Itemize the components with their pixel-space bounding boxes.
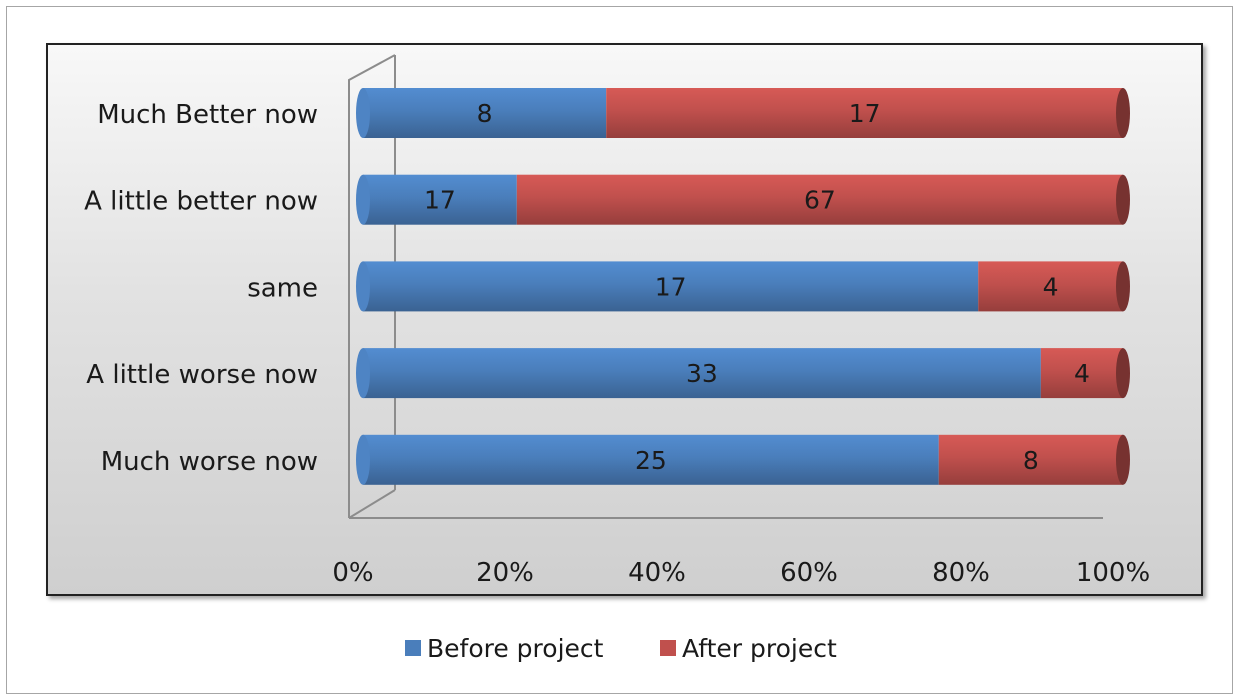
data-label: 17 <box>655 272 687 301</box>
data-label: 17 <box>424 186 456 215</box>
x-tick-label: 0% <box>332 558 373 588</box>
legend-swatch <box>660 640 676 656</box>
bar-before-project-1 <box>363 348 1041 399</box>
data-label: 4 <box>1074 359 1090 388</box>
data-label: 17 <box>849 99 881 128</box>
legend-label: After project <box>682 634 837 663</box>
data-label: 33 <box>686 359 718 388</box>
category-label: same <box>247 273 318 303</box>
x-tick-label: 60% <box>780 558 838 588</box>
category-label: A little worse now <box>86 360 318 390</box>
x-tick-label: 20% <box>476 558 534 588</box>
bar-end-cap <box>1116 348 1130 399</box>
chart-back-wall <box>348 54 396 518</box>
data-label: 25 <box>635 446 667 475</box>
bar-start-cap <box>356 174 370 225</box>
data-label: 67 <box>804 186 836 215</box>
bar-before-project-0 <box>363 434 939 485</box>
bar-start-cap <box>356 261 370 312</box>
bar-after-project-3 <box>516 174 1123 225</box>
bar-after-project-0 <box>938 434 1123 485</box>
bar-start-cap <box>356 348 370 399</box>
x-tick-label: 40% <box>628 558 686 588</box>
x-tick-label: 100% <box>1076 558 1150 588</box>
bar-after-project-2 <box>978 261 1123 312</box>
category-label: A little better now <box>84 187 318 217</box>
bar-before-project-3 <box>363 174 517 225</box>
bar-after-project-1 <box>1040 348 1123 399</box>
bar-start-cap <box>356 88 370 138</box>
category-label: Much Better now <box>97 100 318 130</box>
bar-end-cap <box>1116 88 1130 138</box>
bar-before-project-4 <box>363 88 607 138</box>
bar-start-cap <box>356 434 370 485</box>
data-label: 8 <box>477 99 493 128</box>
bar-end-cap <box>1116 174 1130 225</box>
chart-floor-depth <box>348 489 396 519</box>
data-label: 4 <box>1043 272 1059 301</box>
bar-after-project-4 <box>606 88 1123 138</box>
category-label: Much worse now <box>101 447 318 477</box>
x-tick-label: 80% <box>932 558 990 588</box>
legend-swatch <box>405 640 421 656</box>
legend-label: Before project <box>427 634 604 663</box>
bar-before-project-2 <box>363 261 979 312</box>
bar-end-cap <box>1116 434 1130 485</box>
bar-end-cap <box>1116 261 1130 312</box>
data-label: 8 <box>1023 446 1039 475</box>
